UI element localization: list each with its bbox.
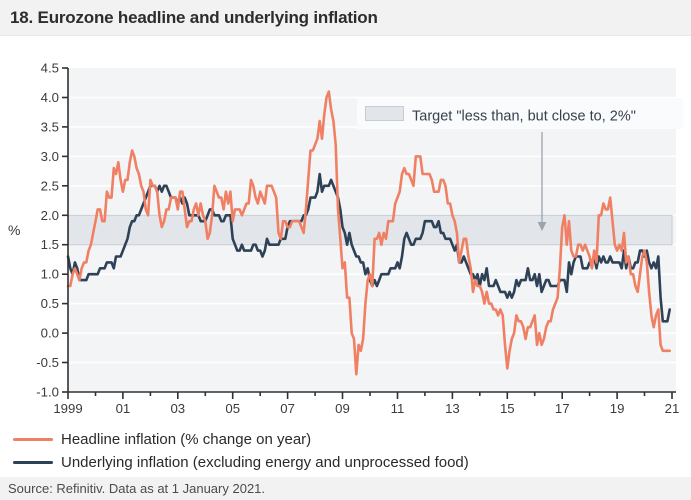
target-arrow-head bbox=[537, 222, 547, 231]
page-title: 18. Eurozone headline and underlying inf… bbox=[10, 7, 378, 27]
y-tick-label: 3.5 bbox=[41, 119, 59, 134]
y-tick-label: 4.5 bbox=[41, 61, 59, 76]
legend-item-headline: Headline inflation (% change on year) bbox=[13, 428, 691, 451]
x-tick-label: 13 bbox=[445, 401, 460, 416]
underlying-line-swatch bbox=[13, 461, 53, 464]
inflation-chart: Target "less than, but close to, 2%" 4.5 4… bbox=[0, 36, 691, 425]
source-text: Source: Refinitiv. Data as at 1 January … bbox=[8, 481, 266, 496]
y-tick-label: 0.0 bbox=[41, 326, 59, 341]
target-band-label: Target "less than, but close to, 2%" bbox=[412, 109, 636, 125]
y-tick-label: 4.0 bbox=[41, 90, 59, 105]
target-band-key-swatch bbox=[365, 106, 404, 121]
chart-header: 18. Eurozone headline and underlying inf… bbox=[0, 0, 691, 36]
legend-item-underlying: Underlying inflation (excluding energy a… bbox=[13, 451, 691, 474]
x-tick-label: 17 bbox=[555, 401, 570, 416]
x-tick-label: 19 bbox=[610, 401, 625, 416]
chart-svg: Target "less than, but close to, 2%" 4.5 4… bbox=[8, 61, 683, 416]
target-annotation-box bbox=[357, 98, 683, 129]
x-tick-label: 11 bbox=[391, 401, 405, 416]
y-tick-label: 1.5 bbox=[41, 237, 59, 252]
x-tick-label: 07 bbox=[280, 401, 295, 416]
x-tick-label: 21 bbox=[665, 401, 680, 416]
x-tick-label: 03 bbox=[170, 401, 185, 416]
y-tick-label: 2.0 bbox=[41, 208, 59, 223]
y-axis-title: % bbox=[8, 222, 20, 238]
headline-inflation-line bbox=[66, 90, 672, 376]
chart-legend: Headline inflation (% change on year) Un… bbox=[0, 425, 691, 474]
x-tick-label: 05 bbox=[225, 401, 240, 416]
x-tick-label: 15 bbox=[500, 401, 515, 416]
headline-line-swatch bbox=[13, 438, 53, 441]
target-band bbox=[68, 214, 673, 246]
x-tick-label: 01 bbox=[116, 401, 131, 416]
y-tick-label: -0.5 bbox=[36, 355, 59, 370]
y-tick-label: 1.0 bbox=[41, 267, 59, 282]
source-bar: Source: Refinitiv. Data as at 1 January … bbox=[0, 477, 691, 500]
underlying-legend-label: Underlying inflation (excluding energy a… bbox=[61, 454, 469, 471]
x-tick-label: 1999 bbox=[53, 401, 82, 416]
y-tick-label: 0.5 bbox=[41, 296, 59, 311]
headline-legend-label: Headline inflation (% change on year) bbox=[61, 431, 312, 448]
y-tick-label: 2.5 bbox=[41, 178, 59, 193]
y-tick-label: 3.0 bbox=[41, 149, 59, 164]
y-tick-label: -1.0 bbox=[36, 385, 59, 400]
x-tick-label: 09 bbox=[335, 401, 350, 416]
